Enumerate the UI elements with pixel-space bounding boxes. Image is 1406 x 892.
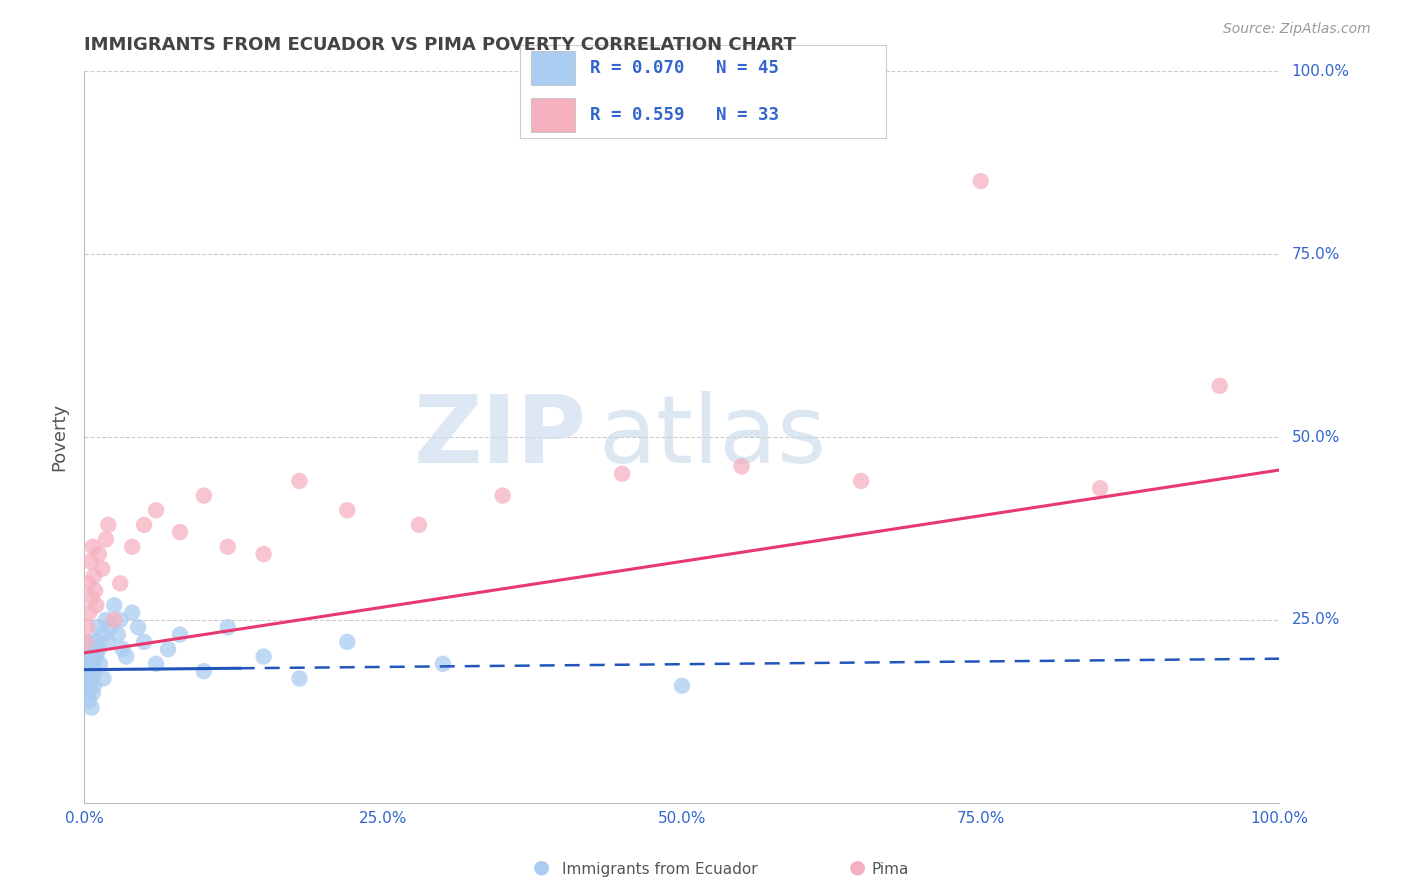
Point bbox=[94, 533, 117, 547]
Point bbox=[77, 693, 100, 707]
Point bbox=[83, 679, 105, 693]
Point bbox=[970, 174, 993, 188]
Point bbox=[84, 635, 107, 649]
Point bbox=[110, 576, 132, 591]
Text: ZIP: ZIP bbox=[413, 391, 586, 483]
Point bbox=[80, 672, 103, 686]
FancyBboxPatch shape bbox=[531, 98, 575, 132]
Text: ●: ● bbox=[849, 857, 866, 877]
Point bbox=[91, 562, 114, 576]
Point bbox=[115, 649, 138, 664]
Point bbox=[75, 635, 97, 649]
Point bbox=[107, 627, 129, 641]
Point bbox=[93, 672, 115, 686]
Point bbox=[83, 649, 105, 664]
Point bbox=[253, 547, 276, 561]
Text: IMMIGRANTS FROM ECUADOR VS PIMA POVERTY CORRELATION CHART: IMMIGRANTS FROM ECUADOR VS PIMA POVERTY … bbox=[84, 36, 796, 54]
Point bbox=[77, 686, 100, 700]
Point bbox=[77, 664, 100, 678]
Point bbox=[671, 679, 693, 693]
Point bbox=[145, 657, 167, 671]
Text: atlas: atlas bbox=[599, 391, 827, 483]
Point bbox=[132, 517, 156, 532]
Point bbox=[103, 599, 125, 613]
Point bbox=[80, 700, 103, 714]
Point bbox=[89, 657, 111, 671]
Point bbox=[77, 606, 100, 620]
Point bbox=[217, 620, 239, 634]
Text: 25.0%: 25.0% bbox=[1291, 613, 1340, 627]
Text: ●: ● bbox=[533, 857, 550, 877]
Point bbox=[82, 540, 104, 554]
Point bbox=[336, 635, 359, 649]
Point bbox=[82, 686, 104, 700]
Point bbox=[253, 649, 276, 664]
Point bbox=[79, 642, 101, 657]
Point bbox=[169, 525, 191, 540]
Point bbox=[121, 540, 143, 554]
Point bbox=[408, 517, 430, 532]
Point bbox=[610, 467, 633, 481]
Point bbox=[492, 489, 515, 503]
Point bbox=[82, 657, 104, 671]
Point bbox=[97, 635, 120, 649]
Point bbox=[121, 606, 143, 620]
Text: 75.0%: 75.0% bbox=[1291, 247, 1340, 261]
Point bbox=[86, 620, 108, 634]
Text: R = 0.559   N = 33: R = 0.559 N = 33 bbox=[589, 106, 779, 124]
Point bbox=[84, 649, 107, 664]
Point bbox=[127, 620, 149, 634]
Point bbox=[79, 679, 101, 693]
Y-axis label: Poverty: Poverty bbox=[51, 403, 69, 471]
Point bbox=[84, 599, 107, 613]
Point bbox=[75, 679, 97, 693]
Point bbox=[87, 547, 110, 561]
Point bbox=[76, 657, 98, 671]
Point bbox=[288, 672, 311, 686]
Point bbox=[336, 503, 359, 517]
Point bbox=[432, 657, 454, 671]
Point bbox=[79, 554, 101, 568]
Point bbox=[84, 664, 107, 678]
Point bbox=[84, 583, 107, 598]
Point bbox=[288, 474, 311, 488]
Point bbox=[76, 620, 98, 634]
Text: 50.0%: 50.0% bbox=[1291, 430, 1340, 444]
Point bbox=[97, 517, 120, 532]
Point bbox=[77, 649, 100, 664]
Point bbox=[145, 503, 167, 517]
Point bbox=[91, 627, 114, 641]
Text: Source: ZipAtlas.com: Source: ZipAtlas.com bbox=[1223, 22, 1371, 37]
Point bbox=[77, 576, 100, 591]
Text: Immigrants from Ecuador: Immigrants from Ecuador bbox=[562, 863, 758, 877]
Point bbox=[87, 642, 110, 657]
Point bbox=[193, 664, 215, 678]
Point bbox=[217, 540, 239, 554]
FancyBboxPatch shape bbox=[531, 51, 575, 85]
Point bbox=[77, 635, 100, 649]
Point bbox=[100, 620, 122, 634]
Point bbox=[1088, 481, 1111, 495]
Point bbox=[169, 627, 191, 641]
Point bbox=[83, 569, 105, 583]
Point bbox=[76, 672, 98, 686]
Point bbox=[849, 474, 872, 488]
Text: Pima: Pima bbox=[872, 863, 910, 877]
Point bbox=[157, 642, 180, 657]
Point bbox=[80, 591, 103, 605]
Point bbox=[132, 635, 156, 649]
Point bbox=[103, 613, 125, 627]
Point bbox=[731, 459, 754, 474]
Text: R = 0.070   N = 45: R = 0.070 N = 45 bbox=[589, 59, 779, 77]
Point bbox=[111, 642, 134, 657]
Point bbox=[110, 613, 132, 627]
Text: 100.0%: 100.0% bbox=[1291, 64, 1350, 78]
Point bbox=[1208, 379, 1230, 393]
Point bbox=[193, 489, 215, 503]
Point bbox=[94, 613, 117, 627]
